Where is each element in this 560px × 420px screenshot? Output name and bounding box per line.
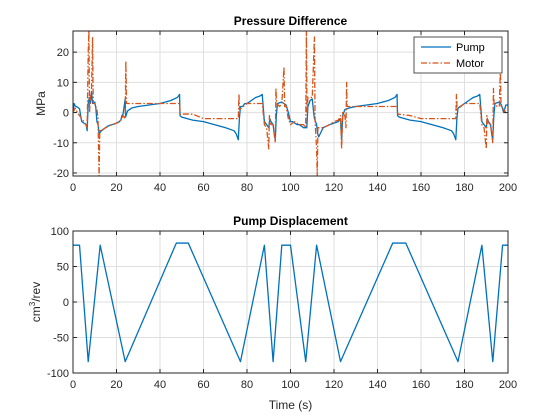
chart-title: Pump Displacement bbox=[233, 214, 348, 228]
x-tick-label: 180 bbox=[455, 379, 473, 391]
ticks: 0 20 40 60 80 100 120 140 160 180 200 -100 -50 0 50 100 bbox=[47, 226, 517, 391]
x-tick-label: 20 bbox=[110, 182, 122, 194]
x-tick-label: 60 bbox=[197, 182, 209, 194]
y-tick-label: 0 bbox=[63, 108, 69, 120]
x-tick-label: 0 bbox=[70, 182, 76, 194]
legend-label-motor: Motor bbox=[456, 58, 484, 70]
x-tick-label: 160 bbox=[412, 379, 430, 391]
legend: Pump Motor bbox=[413, 36, 503, 74]
y-axis-label-suffix: /rev bbox=[29, 282, 43, 302]
x-tick-label: 140 bbox=[368, 182, 386, 194]
x-tick-label: 120 bbox=[325, 182, 343, 194]
x-tick-label: 100 bbox=[281, 379, 299, 391]
x-tick-label: 20 bbox=[110, 379, 122, 391]
series-line-displacement bbox=[73, 242, 508, 363]
x-tick-label: 60 bbox=[197, 379, 209, 391]
y-tick-label: -10 bbox=[53, 138, 69, 150]
x-tick-label: 0 bbox=[70, 379, 76, 391]
y-axis-label: MPa bbox=[34, 91, 48, 116]
y-tick-label: -100 bbox=[47, 368, 69, 380]
legend-box bbox=[413, 36, 503, 74]
x-tick-label: 40 bbox=[154, 379, 166, 391]
x-tick-label: 120 bbox=[325, 379, 343, 391]
x-tick-label: 80 bbox=[241, 182, 253, 194]
y-tick-label: 0 bbox=[63, 297, 69, 309]
y-tick-label: -20 bbox=[53, 168, 69, 180]
series-layer bbox=[73, 31, 508, 176]
y-tick-label: -50 bbox=[53, 333, 69, 345]
pump-displacement-axes: 0 20 40 60 80 100 120 140 160 180 200 -100 -50 0 50 100… bbox=[28, 214, 517, 412]
x-tick-label: 180 bbox=[455, 182, 473, 194]
y-tick-label: 10 bbox=[57, 77, 69, 89]
x-tick-label: 100 bbox=[281, 182, 299, 194]
y-tick-label: 20 bbox=[57, 47, 69, 59]
x-tick-label: 160 bbox=[412, 182, 430, 194]
y-axis-label-base: cm bbox=[29, 306, 43, 322]
x-tick-label: 80 bbox=[241, 379, 253, 391]
legend-label-pump: Pump bbox=[456, 42, 485, 54]
x-axis-label: Time (s) bbox=[269, 398, 313, 412]
y-tick-label: 50 bbox=[57, 262, 69, 274]
pressure-difference-axes: 0 20 40 60 80 100 120 140 160 180 200 -20 -10 0 10 20 P… bbox=[34, 14, 517, 194]
x-tick-label: 200 bbox=[499, 379, 517, 391]
series-line-motor bbox=[73, 31, 508, 176]
x-tick-label: 40 bbox=[154, 182, 166, 194]
y-tick-label: 100 bbox=[51, 226, 69, 238]
ticks: 0 20 40 60 80 100 120 140 160 180 200 -20 -10 0 10 20 bbox=[53, 31, 517, 194]
x-tick-label: 140 bbox=[368, 379, 386, 391]
series-layer bbox=[73, 242, 508, 363]
y-axis-label-superscript: 3 bbox=[28, 301, 37, 306]
chart-title: Pressure Difference bbox=[234, 14, 348, 28]
y-axis-label: cm3/rev bbox=[28, 282, 43, 322]
x-tick-label: 200 bbox=[499, 182, 517, 194]
